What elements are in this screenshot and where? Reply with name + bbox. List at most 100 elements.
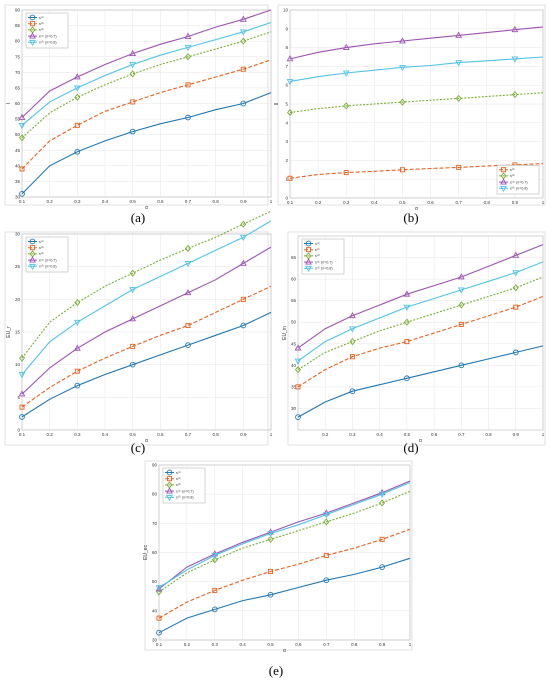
panel-a-ytick-label: 45 [15, 148, 21, 153]
panel-b-series-line [289, 56, 544, 82]
panel-c-xtick-label: 0.9 [240, 432, 247, 437]
panel-a-series-3 [19, 31, 272, 142]
panel-b-xtick-label: 0.2 [315, 200, 322, 205]
panel-b-ytick-label: 2 [285, 158, 288, 163]
panel-c-data-point [129, 269, 136, 277]
panel-c-data-point [19, 414, 25, 420]
panel-b-data-point [456, 164, 462, 170]
panel-c-series-2 [19, 285, 272, 410]
panel-c-series-line [21, 311, 272, 418]
panel-d-data-point [512, 349, 519, 356]
panel-e-legend: s⁽¹⁾ s⁽²⁾ s⁽³⁾ s⁽⁴⁾ (n=0.7) s⁽⁵⁾ (n=0.8) [162, 467, 206, 504]
panel-b-legend-marker [500, 185, 507, 193]
panel-c-series-line [21, 246, 272, 395]
panel-a-legend-marker [30, 21, 35, 27]
panel-c-ytick-label: 20 [15, 297, 21, 302]
panel-a-data-point [184, 45, 192, 52]
panel-c-data-point [184, 288, 192, 296]
panel-a-data-point [185, 114, 191, 121]
panel-a-legend-label: s⁽³⁾ [39, 28, 44, 32]
panel-c: 0 5 10 15 20 25 30 0.1 0.2 0.3 0.4 0.5 0.6 0.7 0.8 0.9 1… [4, 210, 273, 455]
panel-a-series-2 [19, 59, 272, 172]
panel-c-legend-marker [29, 256, 36, 263]
panel-a-ytick-label: 30 [15, 195, 21, 200]
panel-c-xlabel: α [145, 438, 148, 444]
panel-c-legend-label: s⁽¹⁾ [39, 240, 44, 244]
panel-a-data-point [240, 66, 246, 72]
panel-e-series-line [158, 557, 411, 634]
panel-b-xtick-label: 0.3 [343, 200, 350, 205]
panel-b-xtick-label: 0.6 [427, 200, 434, 205]
panel-e-series-line [158, 528, 411, 619]
panel-d-series-line [297, 276, 544, 371]
panel-c-data-point [74, 368, 80, 374]
panel-e-legend-label: s⁽²⁾ [176, 477, 181, 481]
panel-d-data-point [457, 273, 465, 280]
panel-a-series-line [21, 9, 272, 118]
panel-a-ytick-label: 60 [15, 101, 21, 106]
panel-e-ytick-label: 60 [152, 550, 158, 555]
panel-d-xtick-label: 0.8 [485, 432, 492, 437]
panel-b-axes-box [289, 9, 544, 199]
panel-a-data-point [19, 166, 25, 172]
panel-c-legend-label: s⁽²⁾ [39, 246, 44, 250]
panel-d-data-point [513, 304, 519, 310]
panel-a-data-point [18, 113, 26, 120]
panel-b-legend-label: s⁽²⁾ [510, 168, 515, 172]
panel-c-legend: s⁽¹⁾ s⁽²⁾ s⁽³⁾ s⁽⁴⁾ (n=0.7) s⁽⁵⁾ (n=0.8) [25, 236, 69, 273]
panel-a-ylabel: I [6, 103, 12, 104]
panel-c-xtick-label: 0.4 [102, 432, 109, 437]
panel-d-ytick-label: 65 [291, 255, 297, 260]
panel-e-data-point [156, 629, 162, 636]
panel-b-series-4 [286, 56, 544, 86]
panel-e-ylabel: EU_ec [143, 545, 149, 561]
panel-b-series-line [289, 92, 544, 114]
panel-a-ytick-label: 75 [15, 54, 21, 59]
panel-b-data-point [455, 94, 462, 102]
panel-a-series-line [21, 92, 272, 195]
panel-a-data-point [74, 148, 81, 155]
panel-c-data-point [240, 322, 247, 329]
panel-e-legend-label: s⁽¹⁾ [176, 471, 181, 475]
panel-b-xtick-label: 0.7 [456, 200, 463, 205]
panel-e-data-point [323, 552, 329, 558]
panel-d-legend: s⁽¹⁾ s⁽²⁾ s⁽³⁾ s⁽⁴⁾ (n=0.7) s⁽⁵⁾ (n=0.8) [301, 238, 345, 275]
panel-b-data-point [286, 55, 294, 62]
panel-b-legend-marker [500, 178, 507, 185]
panel-d-data-point [512, 251, 520, 258]
panel-a-data-point [74, 122, 80, 128]
panel-d-xtick-label: 0.7 [458, 432, 465, 437]
panel-a-series-line [21, 31, 272, 139]
panel-b-ytick-label: 5 [285, 102, 288, 107]
panel-b-xlabel: α [415, 206, 418, 212]
panel-a-data-point [185, 53, 191, 61]
panel-b-xtick-label: 0.9 [512, 200, 519, 205]
panel-a-ytick-label: 70 [15, 70, 21, 75]
panel-a-data-point [18, 122, 26, 130]
panel-d-xtick-label: 1 [542, 432, 545, 437]
panel-e-legend-label: s⁽³⁾ [176, 483, 181, 487]
panel-d-data-point [512, 270, 520, 277]
panel-d-data-point [349, 311, 356, 319]
panel-d-data-point [295, 384, 301, 390]
panel-b-data-point [286, 79, 294, 86]
panel-e-legend-marker [166, 487, 173, 494]
panel-a-xtick-label: 0.6 [157, 199, 164, 204]
panel-a-ytick-label: 40 [15, 163, 21, 168]
panel-c-xtick-label: 0.1 [19, 432, 26, 437]
panel-c-xtick-label: 1 [270, 432, 273, 437]
panel-e-xtick-label: 0.3 [212, 642, 219, 647]
panel-a-xtick-label: 0.1 [19, 199, 26, 204]
panel-c-data-point [185, 244, 191, 252]
panel-e-ytick-label: 70 [152, 521, 158, 526]
panel-e: 30 40 50 60 70 80 90 0.1 0.2 0.3 0.4 0.5 0.6 0.7 0.8 0.… [143, 460, 413, 678]
panel-b-data-point [342, 70, 350, 77]
panel-a-data-point [19, 191, 25, 197]
panel-e-data-point [379, 564, 385, 570]
panel-d-xtick-label: 0.5 [404, 432, 411, 437]
panel-d-data-point [403, 318, 410, 326]
panel-e-series-5 [155, 481, 411, 592]
panel-c-caption: (c) [131, 440, 145, 455]
panel-e-xtick-label: 0.2 [184, 642, 191, 647]
panel-b-data-point [399, 37, 406, 44]
